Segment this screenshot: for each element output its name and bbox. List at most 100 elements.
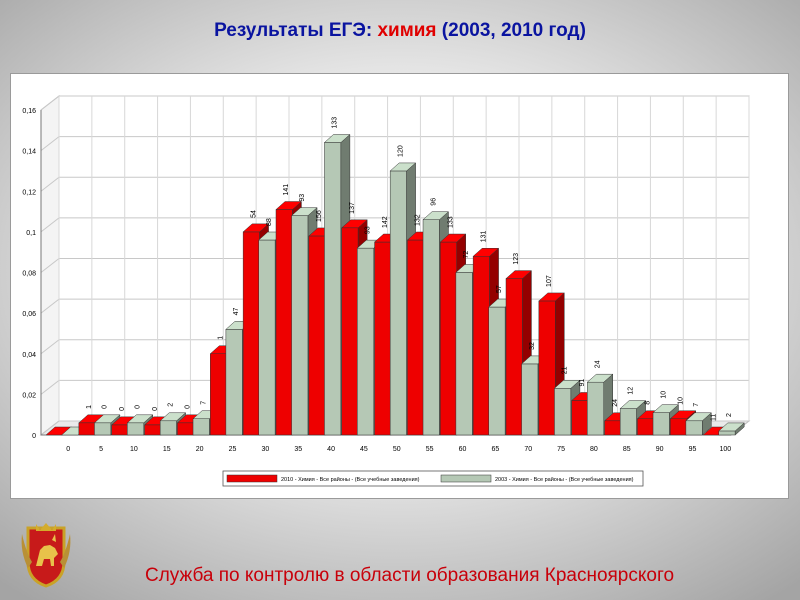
legend-label: 2010 - Химия - Все районы - (Все учебные… (281, 476, 420, 483)
y-tick-label: 0 (32, 433, 36, 440)
bar-top (718, 422, 745, 432)
data-label: 2 (167, 403, 174, 407)
x-tick-label: 95 (689, 446, 697, 453)
bar-front (127, 422, 144, 436)
data-label: 142 (382, 216, 389, 228)
bar-top (341, 219, 368, 229)
x-tick-label: 60 (459, 446, 467, 453)
data-label: 24 (595, 360, 602, 368)
bar-front (324, 142, 342, 436)
data-label: 0 (102, 405, 109, 409)
x-tick-label: 85 (623, 446, 631, 453)
bar-front (341, 227, 359, 436)
bar-front (571, 400, 589, 436)
y-tick-label: 0,04 (22, 352, 36, 359)
bar-front (94, 422, 112, 436)
gridline-side (40, 217, 60, 233)
bar-front (637, 418, 655, 436)
slide-title: Результаты ЕГЭ: химия (2003, 2010 год) (0, 20, 800, 42)
data-label: 120 (397, 145, 404, 157)
footer-organization: Служба по контролю в области образования… (145, 565, 675, 586)
data-label: 57 (496, 285, 503, 293)
data-label: 54 (250, 210, 257, 218)
data-label: 131 (480, 230, 487, 242)
data-label: 24 (612, 399, 619, 407)
y-tick-label: 0,02 (22, 392, 36, 399)
legend-swatch (440, 474, 492, 483)
bar-front (210, 353, 227, 436)
gridline-side (40, 95, 60, 111)
bar-top (242, 223, 270, 233)
bar-front (538, 300, 556, 436)
bar-front (192, 418, 210, 436)
bar-top (422, 211, 450, 220)
data-label: 10 (678, 397, 685, 405)
bar-front (242, 231, 260, 436)
legend: 2010 - Химия - Все районы - (Все учебные… (222, 470, 644, 487)
x-tick-label: 70 (524, 446, 532, 453)
data-label: 7 (693, 403, 700, 407)
bar-top (619, 400, 647, 409)
x-tick-label: 35 (294, 446, 302, 453)
x-tick-label: 20 (196, 446, 204, 453)
data-label: 156 (316, 210, 323, 222)
title-years: (2003, 2010 год) (436, 20, 586, 41)
bar-top (538, 292, 565, 302)
bar-top (685, 412, 712, 422)
bar-top (553, 380, 581, 389)
bar-front (258, 239, 276, 436)
x-tick-label: 90 (656, 446, 664, 453)
data-label: 0 (119, 407, 126, 411)
data-label: 133 (332, 117, 339, 129)
chart-panel: 0 0,02 0,04 0,06 0,08 0,1 0,12 0,14 0,16 0 1 0 5 0 0 10… (10, 73, 789, 499)
bar-front (521, 363, 539, 436)
x-tick-label: 10 (130, 446, 138, 453)
data-label: 32 (529, 342, 536, 350)
x-tick-label: 80 (590, 446, 598, 453)
legend-swatch (226, 474, 278, 483)
bar-front (685, 420, 703, 436)
bar-top (652, 404, 680, 413)
data-label: 11 (710, 414, 717, 421)
bar-front (718, 430, 736, 436)
bar-front (308, 235, 326, 436)
x-tick-label: 15 (163, 446, 171, 453)
data-label: 96 (430, 198, 437, 206)
x-tick-label: 25 (229, 446, 237, 453)
data-label: 93 (365, 226, 372, 234)
x-tick-label: 65 (491, 446, 499, 453)
y-tick-label: 0,06 (22, 311, 36, 318)
bar-front (291, 215, 309, 436)
series-2003-bar (718, 422, 745, 436)
bar-front (619, 408, 637, 436)
bar-front (374, 241, 392, 436)
x-tick-label: 30 (261, 446, 269, 453)
data-label: 123 (513, 253, 520, 265)
data-label: 7 (200, 401, 207, 405)
bar-top (389, 162, 417, 172)
bar-front (472, 256, 490, 436)
gridline-side (40, 298, 60, 314)
data-label: 107 (546, 275, 553, 287)
data-label: 141 (283, 184, 290, 196)
data-label: 0 (152, 407, 159, 411)
data-label: 132 (415, 214, 422, 226)
x-tick-label: 50 (393, 446, 401, 453)
data-label: 8 (645, 401, 652, 405)
title-subject: химия (377, 20, 437, 41)
x-tick-label: 55 (426, 446, 434, 453)
bar-front (587, 381, 604, 436)
data-label: 72 (463, 251, 470, 259)
bar-top (472, 248, 500, 257)
data-label: 91 (579, 379, 586, 387)
bar-front (455, 272, 473, 436)
bar-front (111, 424, 129, 436)
data-label: 0 (135, 405, 142, 409)
bar-front (407, 239, 425, 436)
bar-top (669, 410, 697, 419)
legend-label: 2003 - Химия - Все районы - (Все учебные… (495, 476, 634, 483)
x-tick-label: 40 (327, 446, 335, 453)
data-label: 21 (562, 366, 569, 374)
data-label: 0 (185, 405, 192, 409)
